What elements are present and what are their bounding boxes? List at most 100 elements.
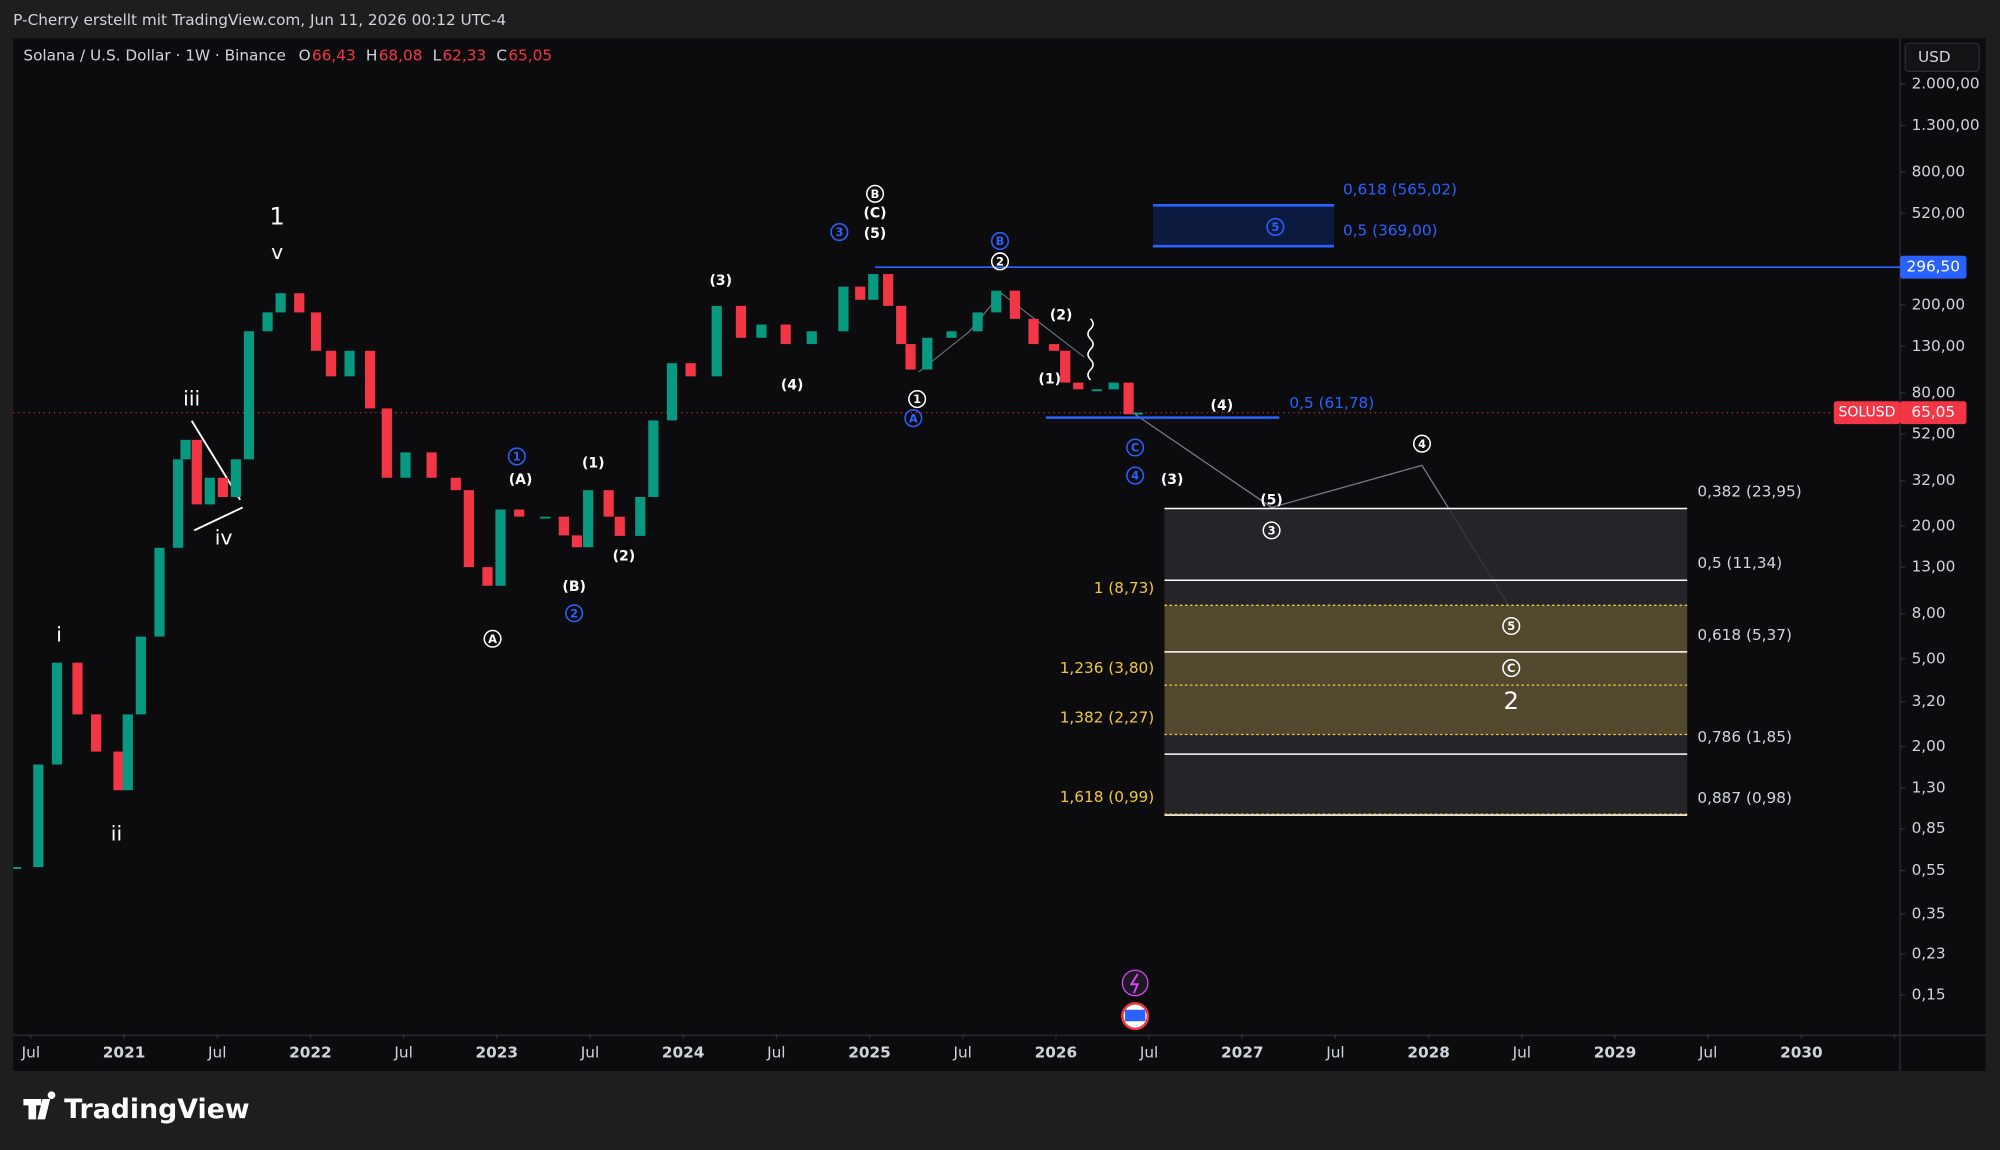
candle	[1073, 382, 1084, 390]
wave-label: (5)	[864, 226, 887, 242]
x-tick-label: 2025	[848, 1044, 891, 1062]
candle	[275, 293, 286, 313]
y-tick-label: 1.300,00	[1912, 116, 1980, 134]
x-tick-label: 2021	[103, 1044, 146, 1062]
candle	[1009, 290, 1020, 319]
wave-label: (3)	[709, 273, 732, 289]
x-tick-label: Jul	[1325, 1044, 1344, 1062]
candle	[648, 420, 659, 498]
wave-circle	[1412, 434, 1432, 453]
wave-circle	[1266, 217, 1285, 236]
symbol: Solana / U.S. Dollar · 1W · Binance	[23, 47, 286, 65]
candle	[514, 509, 525, 517]
wave-label: v	[271, 240, 283, 264]
candle	[583, 490, 594, 548]
candle	[991, 290, 1002, 313]
pane	[13, 38, 1986, 1071]
wave-label: 5	[1507, 619, 1515, 633]
x-tick-label: Jul	[580, 1044, 599, 1062]
candle	[1132, 412, 1143, 415]
candle	[1028, 318, 1039, 345]
x-tick-label: Jul	[393, 1044, 412, 1062]
wave-label: (5)	[1260, 492, 1283, 508]
candle	[400, 452, 411, 478]
candle	[154, 547, 165, 637]
candle	[896, 305, 907, 345]
retracement-zone	[1164, 508, 1688, 816]
candle	[135, 636, 146, 715]
wave-label: C	[1131, 441, 1139, 455]
candle	[204, 477, 215, 505]
wave-label: (1)	[1038, 371, 1061, 387]
y-tick-label: 8,00	[1912, 604, 1946, 622]
wave-label: 2	[1504, 687, 1519, 715]
wave-label: iv	[215, 526, 233, 550]
x-tick-label: Jul	[207, 1044, 226, 1062]
wave-label: 4	[1418, 437, 1426, 451]
wave-circle	[1502, 659, 1521, 678]
candle	[122, 714, 133, 791]
wave-label: 3	[1268, 524, 1276, 538]
wave-label: ii	[111, 821, 122, 845]
plot	[13, 274, 1901, 869]
wave-label: 2	[996, 255, 1004, 269]
candle	[33, 764, 44, 868]
wave-circle	[990, 252, 1010, 271]
fib-ext-label: 1 (8,73)	[1094, 579, 1155, 597]
y-tick-label: 2,00	[1912, 737, 1946, 755]
y-tick-label: 0,15	[1912, 986, 1946, 1004]
wave-label: (2)	[613, 549, 636, 565]
candle	[310, 312, 322, 351]
fib-target-label: 0,618 (565,02)	[1343, 181, 1457, 199]
wave-circle	[1262, 521, 1281, 540]
y-tick-label: 2.000,00	[1912, 75, 1980, 93]
logo	[23, 1091, 56, 1120]
wave-label: B	[871, 187, 880, 201]
ohlc-key: O	[299, 47, 311, 65]
currency-button[interactable]	[1904, 42, 1980, 73]
ohlc: O 66,43 H 68,08 L 62,33 C 65,05	[299, 47, 552, 65]
candle	[72, 662, 83, 715]
wave-label: 5	[1271, 220, 1279, 234]
y-tick-label: 52,00	[1912, 425, 1956, 443]
candle	[191, 439, 202, 505]
candle	[1060, 350, 1071, 383]
candle	[426, 452, 437, 478]
wave-circle	[507, 447, 526, 466]
candle	[603, 490, 614, 517]
channel-line	[918, 292, 1085, 373]
event-icon-bolt	[1129, 973, 1140, 994]
wave-label: (B)	[562, 579, 585, 595]
wave-label: (3)	[1161, 472, 1184, 488]
y-tick-label: 1,30	[1912, 778, 1946, 796]
wave-circle	[990, 231, 1010, 251]
x-tick-label: 2029	[1594, 1044, 1637, 1062]
x-tick-label: 2028	[1407, 1044, 1450, 1062]
candle	[838, 286, 849, 332]
fib-ext-label: 1,236 (3,80)	[1060, 659, 1155, 677]
y-tick-label: 32,00	[1912, 471, 1956, 489]
candle	[113, 751, 124, 791]
wave-label: (4)	[781, 378, 804, 394]
candle	[883, 274, 894, 306]
candle	[540, 516, 551, 519]
resistance-tag	[1900, 255, 1967, 279]
candle	[381, 408, 392, 478]
wave-circle	[830, 222, 849, 242]
y-tick-label: 13,00	[1912, 558, 1956, 576]
fib-label: 0,382 (23,95)	[1697, 482, 1801, 500]
wave-label: (2)	[1050, 308, 1073, 324]
candle	[635, 497, 646, 536]
currency[interactable]: USD	[1918, 48, 1951, 66]
zigzag	[1087, 318, 1094, 381]
candle	[450, 477, 461, 491]
ohlc-value: 65,05	[508, 47, 552, 65]
candle	[173, 459, 184, 548]
x-tick-label: 2024	[662, 1044, 705, 1062]
event-icon[interactable]	[1121, 969, 1149, 997]
wave-circle	[1502, 616, 1521, 636]
candle	[711, 305, 722, 377]
x-tick-label: Jul	[1139, 1044, 1158, 1062]
ohlc-value: 68,08	[379, 47, 423, 65]
